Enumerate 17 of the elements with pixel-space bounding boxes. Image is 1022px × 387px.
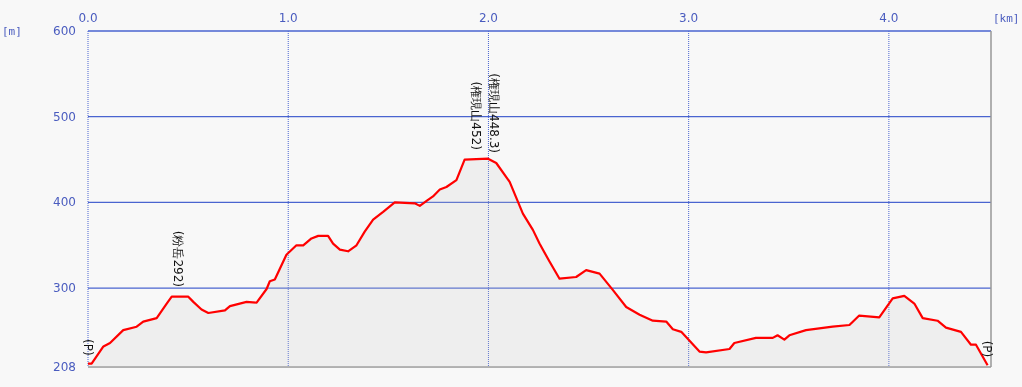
annotation: (権現山448.3): [487, 73, 502, 154]
y-tick-label: 208: [53, 360, 76, 374]
annotation: (権現山452): [469, 81, 484, 150]
x-tick-label: 3.0: [679, 11, 699, 25]
x-tick-label: 1.0: [278, 11, 298, 25]
annotation: (粉岳292): [171, 230, 186, 287]
x-axis-title: [km]: [993, 12, 1020, 25]
y-tick-label: 300: [53, 281, 76, 296]
annotation: (P): [81, 338, 95, 356]
y-tick-label: 400: [53, 195, 76, 210]
y-tick-label: 600: [53, 24, 76, 38]
x-tick-label: 4.0: [879, 11, 899, 25]
annotation: (P): [980, 340, 994, 358]
x-tick-label: 2.0: [478, 11, 498, 25]
x-tick-label: 0.0: [78, 11, 98, 25]
y-tick-label: 500: [53, 109, 76, 124]
y-axis-title: [m]: [2, 25, 22, 38]
